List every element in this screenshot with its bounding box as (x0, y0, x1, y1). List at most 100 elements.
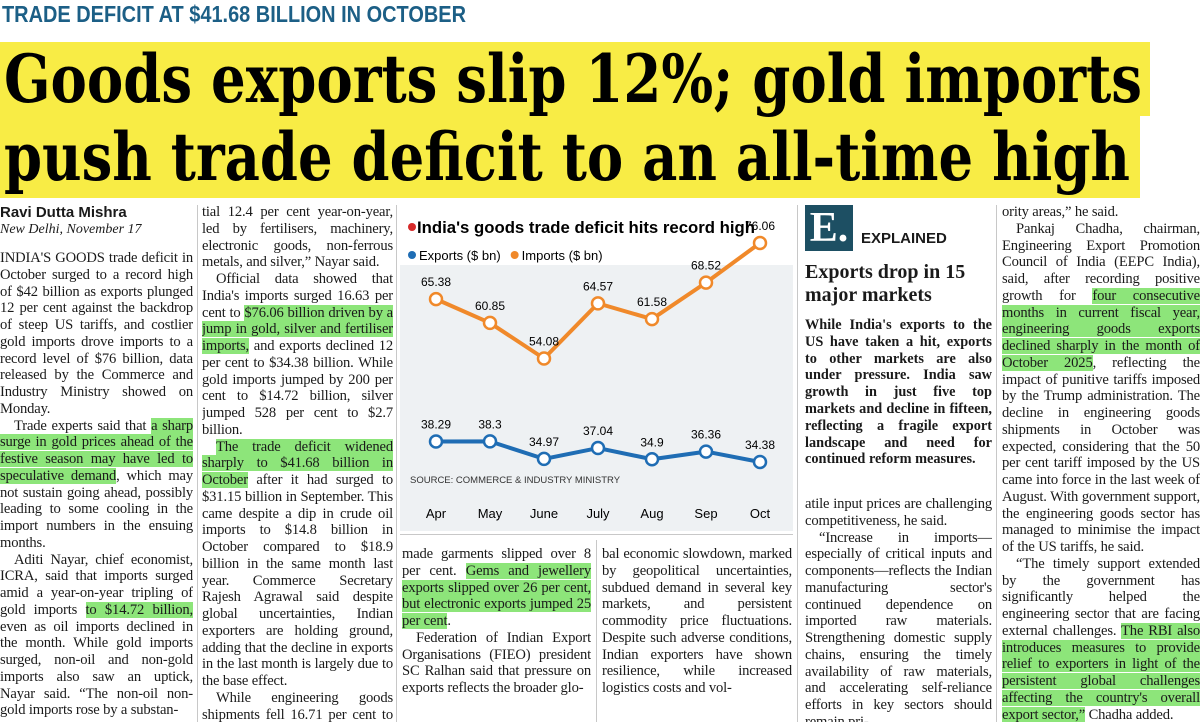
paragraph: “The timely support extended by the gove… (1002, 556, 1200, 722)
explained-heading: Exports drop in 15 major markets (805, 261, 966, 306)
text-run: “Increase in imports—especially of criti… (805, 529, 992, 722)
data-label: 38.29 (421, 417, 451, 431)
explained-badge: E. (805, 205, 853, 251)
text-run: Trade experts said that (14, 417, 152, 434)
data-point (536, 451, 552, 467)
paragraph: Federation of Indian Export Organisation… (402, 630, 591, 697)
text-run: after it had surged to $31.15 billion in… (202, 472, 393, 689)
data-label: 61.58 (637, 295, 667, 309)
column-rule (996, 205, 997, 722)
paragraph: “Increase in imports—especially of criti… (805, 530, 992, 722)
data-point (482, 434, 498, 449)
legend-marker (510, 251, 519, 259)
text-column: INDIA'S GOODS trade deficit in October s… (0, 250, 193, 722)
author: Ravi Dutta Mishra (0, 204, 127, 221)
paragraph: Pankaj Chadha, chairman, Engineering Exp… (1002, 221, 1200, 556)
text-run: Aditi Nayar, chief economist, ICRA, said… (0, 551, 193, 618)
paragraph: Official data showed that India's import… (202, 271, 393, 439)
title-bullet (408, 223, 416, 231)
paragraph: Aditi Nayar, chief economist, ICRA, said… (0, 552, 193, 720)
column-rule (596, 540, 597, 722)
explained-box: E. EXPLAINED Exports drop in 15 major ma… (805, 205, 992, 468)
text-run: tial 12.4 per cent year-on-year, led by … (202, 204, 393, 271)
byline: Ravi Dutta Mishra New Delhi, November 17 (0, 204, 195, 238)
x-tick-label: Apr (426, 506, 447, 521)
data-point (752, 454, 768, 470)
x-tick-label: Sep (694, 506, 717, 521)
paragraph: tial 12.4 per cent year-on-year, led by … (202, 204, 393, 271)
legend-label: Exports ($ bn) (419, 248, 501, 263)
paragraph: atile input prices are challenging compe… (805, 496, 992, 530)
data-point (482, 315, 498, 331)
data-label: 76.06 (745, 219, 775, 233)
data-label: 38.3 (478, 417, 502, 431)
paragraph: While engineering goods shipments fell 1… (202, 690, 393, 722)
headline-highlight (0, 42, 1150, 116)
data-label: 34.97 (529, 435, 559, 449)
text-run: and exports declined 12 per cent to $34.… (202, 338, 393, 438)
chart-rule (400, 534, 793, 535)
kicker: TRADE DEFICIT AT $41.68 BILLION IN OCTOB… (2, 1, 466, 27)
data-label: 34.9 (640, 435, 664, 449)
text-run: ority areas,” he said. (1002, 204, 1119, 220)
data-label: 34.38 (745, 438, 775, 452)
data-point (752, 235, 768, 251)
text-run: bal economic slowdown, marked by geopoli… (602, 546, 792, 696)
x-tick-label: June (530, 506, 558, 521)
x-tick-label: May (478, 506, 503, 521)
data-point (590, 440, 606, 456)
data-point (698, 444, 714, 459)
data-point (698, 275, 714, 290)
text-column: bal economic slowdown, marked by geopoli… (602, 546, 792, 722)
data-label: 68.52 (691, 259, 721, 273)
text-run: Federation of Indian Export Organisation… (402, 629, 591, 696)
explained-label: EXPLAINED (861, 230, 947, 247)
data-point (644, 311, 660, 327)
text-run: While engineering goods shipments fell 1… (202, 689, 393, 722)
headline-highlight (0, 116, 1140, 198)
text-column: tial 12.4 per cent year-on-year, led by … (202, 204, 393, 722)
data-label: 65.38 (421, 275, 451, 289)
data-point (428, 434, 444, 449)
data-point (428, 291, 444, 307)
column-rule (396, 205, 397, 722)
text-run: made garments slipped over 8 per cent. (402, 546, 591, 579)
text-run: Official data showed that India's import… (202, 271, 393, 321)
dateline: New Delhi, November 17 (0, 222, 142, 237)
text-run: , reflecting the impact of punitive tari… (1002, 354, 1200, 555)
data-label: 54.08 (529, 334, 559, 348)
chart-title: India's goods trade deficit hits record … (417, 218, 755, 237)
x-tick-label: Oct (750, 506, 771, 521)
data-point (590, 296, 606, 311)
text-column: ority areas,” he said. Pankaj Chadha, cha… (1002, 204, 1200, 722)
headline-line: push trade deficit to an all-time high (4, 118, 1130, 196)
text-run: Chadha added. (1085, 706, 1174, 722)
header: TRADE DEFICIT AT $41.68 BILLION IN OCTOB… (0, 1, 1150, 198)
paragraph: Trade experts said that a sharp surge in… (0, 417, 193, 552)
text-column: made garments slipped over 8 per cent. G… (402, 546, 591, 722)
paragraph: ority areas,” he said. (1002, 204, 1200, 221)
text-column: atile input prices are challenging compe… (805, 496, 992, 722)
paragraph: The trade deficit widened sharply to $41… (202, 438, 393, 690)
highlighted-text: The RBI also introduces measures to prov… (1002, 622, 1200, 722)
x-tick-label: July (586, 506, 610, 521)
headline-line: Goods exports slip 12%; gold imports (4, 40, 1142, 118)
data-point (536, 351, 552, 366)
chart: India's goods trade deficit hits record … (400, 218, 793, 531)
text-run: atile input prices are challenging compe… (805, 496, 992, 529)
legend-label: Imports ($ bn) (522, 248, 603, 263)
data-label: 64.57 (583, 279, 613, 293)
text-run: “The timely support extended by the gove… (1002, 555, 1200, 639)
data-label: 36.36 (691, 428, 721, 442)
data-label: 60.85 (475, 299, 505, 313)
x-tick-label: Aug (640, 506, 663, 521)
chart-source: SOURCE: COMMERCE & INDUSTRY MINISTRY (410, 475, 621, 486)
legend-marker (408, 251, 416, 259)
paragraph: bal economic slowdown, marked by geopoli… (602, 546, 792, 697)
paragraph: made garments slipped over 8 per cent. G… (402, 546, 591, 630)
text-run: even as oil imports declined in the mont… (0, 618, 193, 719)
text-run: . (447, 613, 451, 629)
paragraph: INDIA'S GOODS trade deficit in October s… (0, 250, 193, 418)
text-run: INDIA'S GOODS trade deficit in October s… (0, 250, 193, 417)
